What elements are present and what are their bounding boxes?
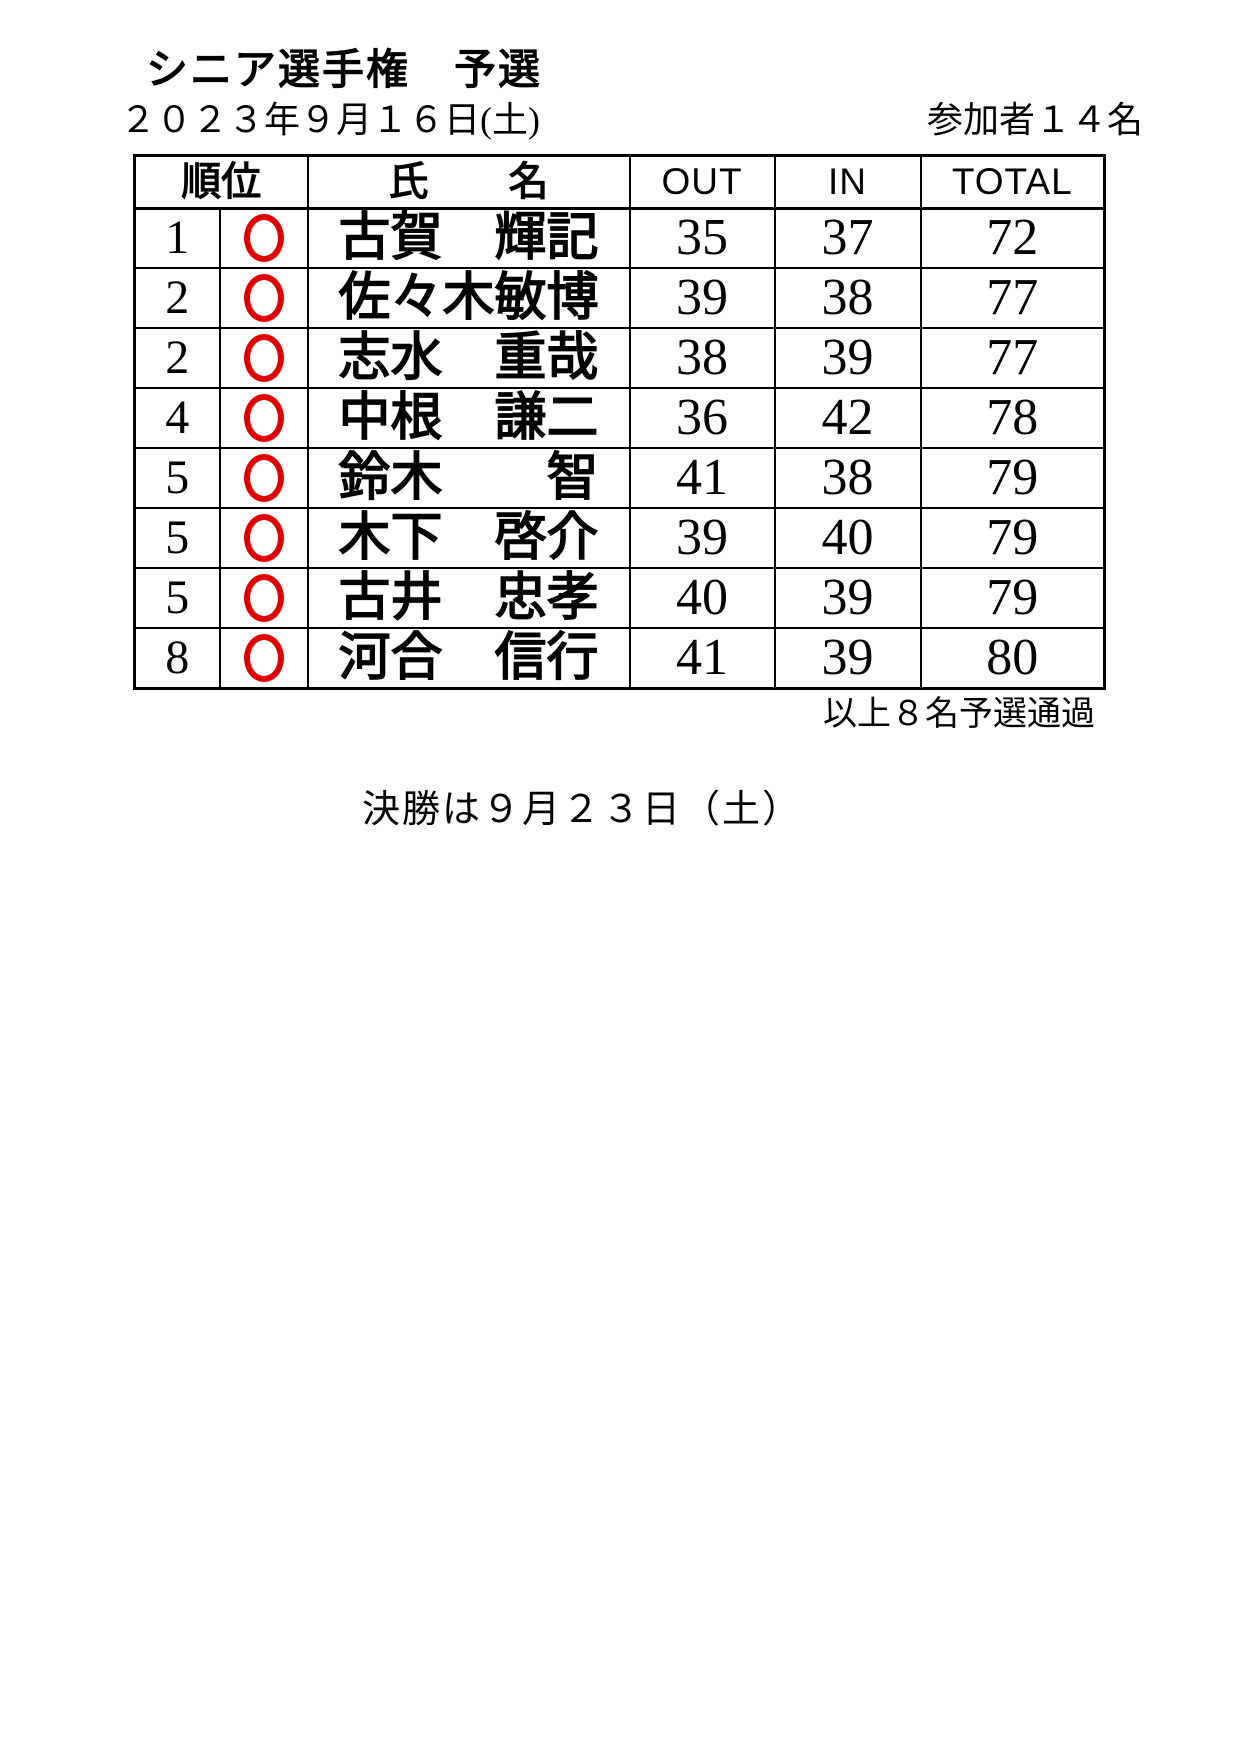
total-score: 77 [919, 327, 1106, 390]
out-score: 35 [628, 207, 776, 270]
pass-mark-cell [218, 387, 309, 450]
out-score: 39 [628, 507, 776, 570]
pass-mark-cell [218, 267, 309, 330]
player-name: 古賀 輝記 [306, 207, 631, 270]
out-score: 36 [628, 387, 776, 450]
pass-circle-icon [243, 274, 284, 323]
rank-value: 5 [133, 507, 221, 570]
participants-count: 参加者１４名 [926, 100, 1143, 141]
out-score: 38 [628, 327, 776, 390]
total-score: 79 [919, 567, 1106, 630]
out-score: 41 [628, 627, 776, 690]
in-score: 42 [773, 387, 922, 450]
event-date: ２０２３年９月１６日(土) [120, 100, 540, 141]
in-score: 39 [773, 327, 922, 390]
rank-value: 2 [133, 327, 221, 390]
pass-circle-icon [243, 454, 284, 503]
pass-circle-icon [243, 633, 284, 682]
pass-circle-icon [243, 214, 284, 263]
pass-mark-cell [218, 447, 309, 510]
table-row: 4 中根 謙二 36 42 78 [133, 387, 1106, 450]
total-score: 79 [919, 447, 1106, 510]
out-score: 39 [628, 267, 776, 330]
pass-circle-icon [243, 394, 284, 443]
header-row: 順位 氏 名 OUT IN TOTAL [133, 154, 1106, 210]
col-header-rank: 順位 [133, 154, 309, 210]
total-score: 77 [919, 267, 1106, 330]
col-header-total: TOTAL [919, 154, 1106, 210]
rank-value: 1 [133, 207, 221, 270]
in-score: 39 [773, 627, 922, 690]
pass-circle-icon [243, 514, 284, 563]
total-score: 80 [919, 627, 1106, 690]
player-name: 佐々木敏博 [306, 267, 631, 330]
pass-mark-cell [218, 327, 309, 390]
player-name: 木下 啓介 [306, 507, 631, 570]
results-table: 順位 氏 名 OUT IN TOTAL 1 古賀 輝記 35 37 72 2 佐… [133, 153, 1106, 690]
pass-circle-icon [243, 574, 284, 623]
pass-mark-cell [218, 567, 309, 630]
table-row: 2 志水 重哉 38 39 77 [133, 327, 1106, 390]
pass-mark-cell [218, 507, 309, 570]
table-row: 5 木下 啓介 39 40 79 [133, 507, 1106, 570]
rank-value: 5 [133, 567, 221, 630]
table-row: 5 古井 忠孝 40 39 79 [133, 567, 1106, 630]
table-row: 5 鈴木 智 41 38 79 [133, 447, 1106, 510]
col-header-out: OUT [628, 154, 776, 210]
total-score: 72 [919, 207, 1106, 270]
col-header-in: IN [773, 154, 922, 210]
in-score: 40 [773, 507, 922, 570]
total-score: 78 [919, 387, 1106, 450]
out-score: 41 [628, 447, 776, 510]
player-name: 中根 謙二 [306, 387, 631, 450]
player-name: 古井 忠孝 [306, 567, 631, 630]
in-score: 38 [773, 447, 922, 510]
qualifiers-note: 以上８名予選通過 [823, 695, 1095, 733]
out-score: 40 [628, 567, 776, 630]
rank-value: 8 [133, 627, 221, 690]
pass-circle-icon [243, 334, 284, 383]
table-row: 2 佐々木敏博 39 38 77 [133, 267, 1106, 330]
col-header-name: 氏 名 [306, 154, 631, 210]
pass-mark-cell [218, 207, 309, 270]
player-name: 河合 信行 [306, 627, 631, 690]
player-name: 志水 重哉 [306, 327, 631, 390]
in-score: 37 [773, 207, 922, 270]
table-row: 1 古賀 輝記 35 37 72 [133, 207, 1106, 270]
table-row: 8 河合 信行 41 39 80 [133, 627, 1106, 690]
subtitle-row: ２０２３年９月１６日(土) 参加者１４名 [120, 100, 1143, 141]
in-score: 38 [773, 267, 922, 330]
rank-value: 2 [133, 267, 221, 330]
player-name: 鈴木 智 [306, 447, 631, 510]
final-date-note: 決勝は９月２３日（土） [362, 789, 803, 832]
total-score: 79 [919, 507, 1106, 570]
rank-value: 5 [133, 447, 221, 510]
in-score: 39 [773, 567, 922, 630]
rank-value: 4 [133, 387, 221, 450]
pass-mark-cell [218, 627, 309, 690]
page-title: シニア選手権 予選 [146, 48, 543, 94]
